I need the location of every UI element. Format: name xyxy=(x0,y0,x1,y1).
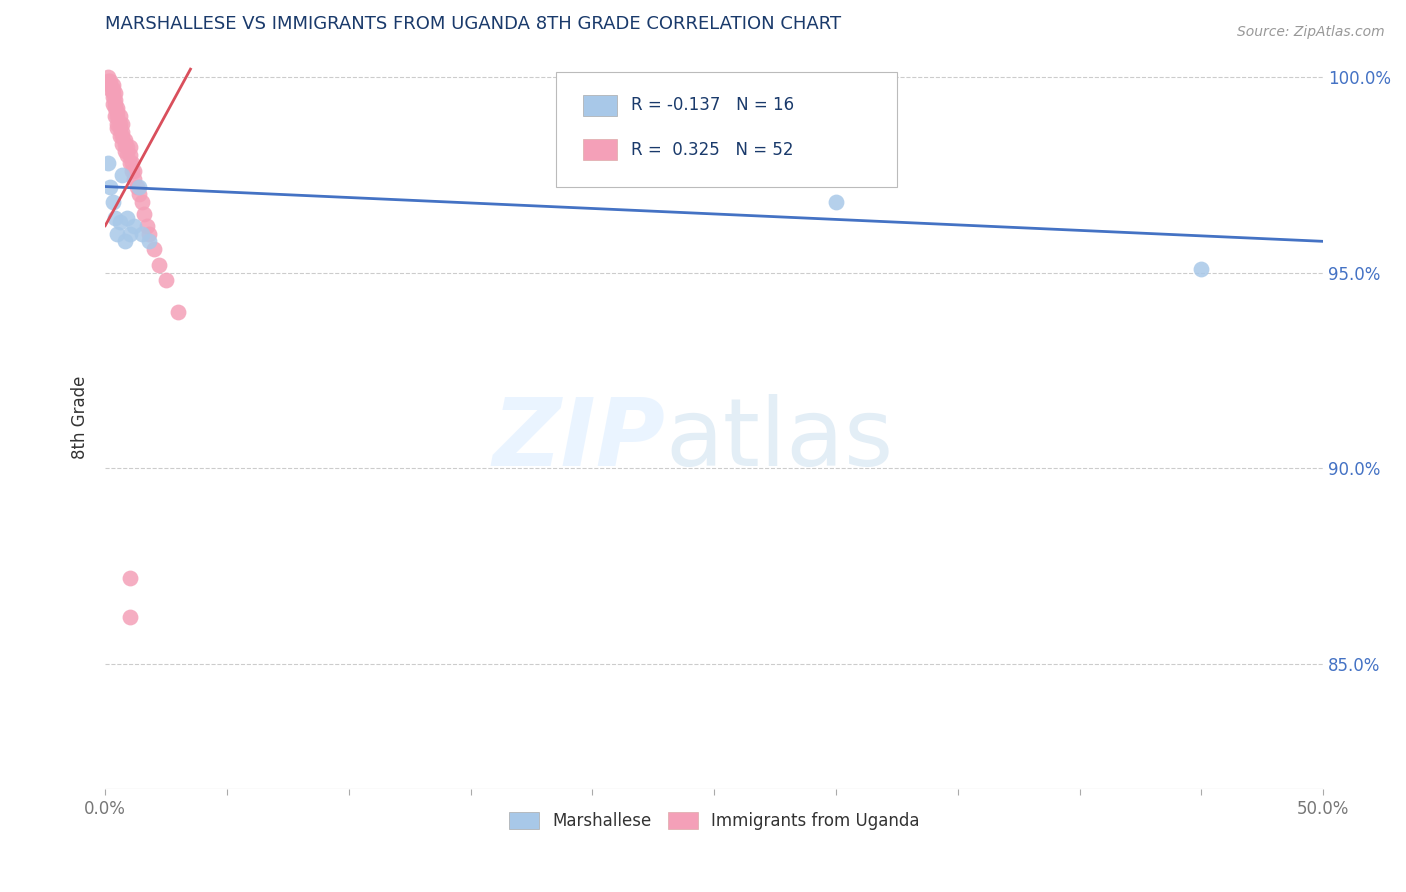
Point xyxy=(108,120,131,135)
Point xyxy=(148,258,170,272)
Point xyxy=(115,211,138,225)
Point xyxy=(167,305,190,319)
Text: MARSHALLESE VS IMMIGRANTS FROM UGANDA 8TH GRADE CORRELATION CHART: MARSHALLESE VS IMMIGRANTS FROM UGANDA 8T… xyxy=(105,15,841,33)
Point xyxy=(101,89,124,103)
Point xyxy=(105,109,128,123)
Point xyxy=(155,273,177,287)
Point xyxy=(111,168,134,182)
Point xyxy=(104,101,127,115)
Text: atlas: atlas xyxy=(665,393,894,486)
Point xyxy=(108,215,131,229)
Point xyxy=(131,195,153,210)
Point xyxy=(104,109,127,123)
Point xyxy=(105,117,128,131)
Point xyxy=(111,128,134,143)
Point xyxy=(105,120,128,135)
Point xyxy=(97,156,120,170)
Point xyxy=(115,148,138,162)
Point xyxy=(131,227,153,241)
Point xyxy=(104,97,127,112)
Point xyxy=(105,101,128,115)
Legend: Marshallese, Immigrants from Uganda: Marshallese, Immigrants from Uganda xyxy=(502,805,927,837)
Point xyxy=(108,117,131,131)
Point xyxy=(101,81,124,95)
Point xyxy=(134,207,156,221)
Point xyxy=(98,78,121,92)
Text: ZIP: ZIP xyxy=(492,393,665,486)
Point xyxy=(104,211,127,225)
Point xyxy=(111,117,134,131)
Point xyxy=(97,74,120,88)
Point xyxy=(104,86,127,100)
Text: Source: ZipAtlas.com: Source: ZipAtlas.com xyxy=(1237,25,1385,39)
Y-axis label: 8th Grade: 8th Grade xyxy=(72,376,89,459)
Point xyxy=(1189,261,1212,276)
Point xyxy=(108,128,131,143)
Point xyxy=(118,571,141,585)
Point xyxy=(118,156,141,170)
Point xyxy=(108,109,131,123)
Point xyxy=(138,227,160,241)
Point xyxy=(121,164,143,178)
Point xyxy=(114,132,136,146)
Point xyxy=(98,179,121,194)
Text: R =  0.325   N = 52: R = 0.325 N = 52 xyxy=(631,141,794,159)
Point xyxy=(128,187,150,202)
Point xyxy=(101,195,124,210)
Point xyxy=(825,195,848,210)
Point xyxy=(128,179,150,194)
Point xyxy=(101,97,124,112)
Point xyxy=(124,164,146,178)
Point xyxy=(118,227,141,241)
Point xyxy=(98,81,121,95)
Point xyxy=(118,140,141,154)
Point xyxy=(142,242,165,256)
Point xyxy=(124,219,146,233)
Point xyxy=(115,140,138,154)
Point xyxy=(104,94,127,108)
Point xyxy=(98,74,121,88)
FancyBboxPatch shape xyxy=(555,71,897,187)
Point xyxy=(105,105,128,120)
Point xyxy=(114,145,136,159)
Point xyxy=(101,78,124,92)
Point xyxy=(121,156,143,170)
Point xyxy=(138,235,160,249)
Point xyxy=(118,610,141,624)
Point xyxy=(125,179,148,194)
FancyBboxPatch shape xyxy=(582,139,617,161)
Point xyxy=(118,148,141,162)
Point xyxy=(114,136,136,151)
FancyBboxPatch shape xyxy=(582,95,617,116)
Point xyxy=(114,235,136,249)
Point xyxy=(124,171,146,186)
Point xyxy=(101,86,124,100)
Point xyxy=(97,70,120,84)
Point xyxy=(105,227,128,241)
Point xyxy=(135,219,157,233)
Text: R = -0.137   N = 16: R = -0.137 N = 16 xyxy=(631,96,794,114)
Point xyxy=(111,125,134,139)
Point xyxy=(111,136,134,151)
